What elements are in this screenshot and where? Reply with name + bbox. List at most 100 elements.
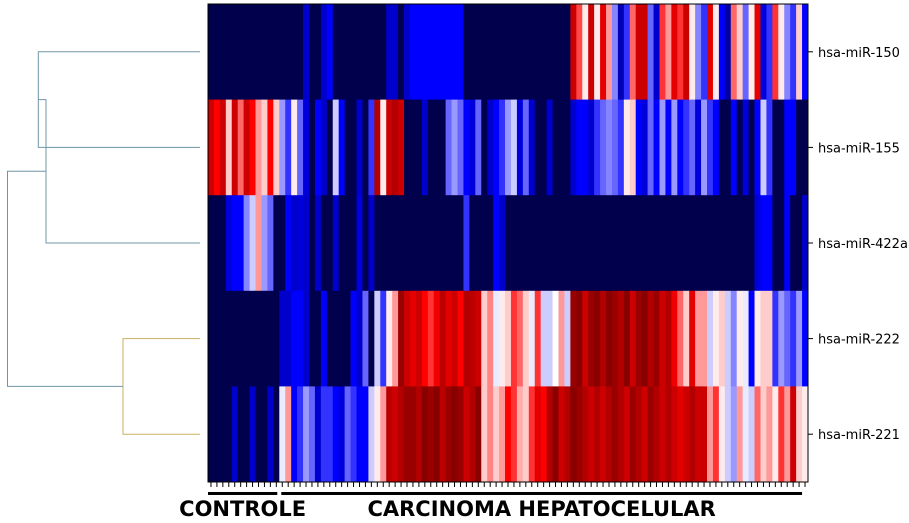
heatmap-cell <box>481 290 488 387</box>
heatmap-cell <box>314 195 322 292</box>
heatmap-cell <box>392 4 399 100</box>
group-annotations: CONTROLE CARCINOMA HEPATOCELULAR <box>179 492 803 521</box>
heatmap-cell <box>261 386 268 483</box>
heatmap-cell <box>617 99 625 196</box>
heatmap-cell <box>320 99 328 196</box>
heatmap-cell <box>540 4 548 100</box>
heatmap-cell <box>380 386 387 483</box>
heatmap-cell <box>528 4 536 100</box>
heatmap-cell <box>516 99 524 196</box>
heatmap-cell <box>695 4 702 100</box>
heatmap-cell <box>285 4 292 100</box>
heatmap-cell <box>499 290 506 387</box>
heatmap-cell <box>237 195 245 292</box>
heatmap-cell <box>249 386 256 483</box>
heatmap-cell <box>338 195 346 292</box>
heatmap-cell <box>427 99 435 196</box>
heatmap-cell <box>558 99 565 196</box>
heatmap-cell <box>219 99 227 196</box>
heatmap-cell <box>356 386 363 483</box>
heatmap-cell <box>368 4 375 100</box>
heatmap-cell <box>481 195 488 292</box>
heatmap-cell <box>320 195 328 292</box>
heatmap-cell <box>344 290 351 387</box>
row-label: hsa-miR-222 <box>818 333 900 348</box>
heatmap-cell <box>421 386 429 483</box>
heatmap-cell <box>231 99 239 196</box>
heatmap-cell <box>279 195 286 292</box>
heatmap-cell <box>499 386 506 483</box>
heatmap-cell <box>374 195 381 292</box>
heatmap-cell <box>267 290 274 387</box>
heatmap-cell <box>439 99 447 196</box>
heatmap-cell <box>689 195 696 292</box>
heatmap-cell <box>409 4 417 100</box>
heatmap-cell <box>499 195 506 292</box>
heatmap-cell <box>457 99 464 196</box>
heatmap-cell <box>772 195 779 292</box>
heatmap-cell <box>736 386 744 483</box>
heatmap-cell <box>409 99 417 196</box>
heatmap-cell <box>261 99 268 196</box>
heatmap-cell <box>273 386 280 483</box>
heatmap-cell <box>540 386 548 483</box>
heatmap-cell <box>647 4 654 100</box>
heatmap-cell <box>231 290 239 387</box>
dendrogram-branch <box>7 170 123 387</box>
heatmap-cell <box>594 386 601 483</box>
heatmap-cell <box>237 4 245 100</box>
heatmap-cell <box>368 386 375 483</box>
heatmap-cell <box>790 4 797 100</box>
heatmap-cell <box>689 386 696 483</box>
heatmap-cell <box>344 4 351 100</box>
heatmap-cell <box>219 195 227 292</box>
heatmap-cell <box>320 290 328 387</box>
heatmap-cell <box>540 99 548 196</box>
heatmap-cell <box>742 195 749 292</box>
heatmap-cell <box>427 386 435 483</box>
heatmap-cell <box>600 195 607 292</box>
heatmap-cell <box>297 99 304 196</box>
heatmap-cell <box>285 386 292 483</box>
heatmap-cell <box>712 386 720 483</box>
heatmap-cell <box>594 290 601 387</box>
heatmap-cell <box>570 195 577 292</box>
heatmap-cell <box>510 4 518 100</box>
heatmap-cell <box>475 99 482 196</box>
heatmap-cell <box>487 99 494 196</box>
heatmap-cell <box>528 386 536 483</box>
heatmap-cell <box>647 195 654 292</box>
heatmap-cell <box>570 386 577 483</box>
heatmap-cell <box>796 99 803 196</box>
heatmap-cell <box>297 290 304 387</box>
heatmap-cell <box>326 195 334 292</box>
heatmap-cell <box>303 290 310 387</box>
heatmap-cell <box>623 290 631 387</box>
heatmap-cell <box>308 290 316 387</box>
heatmap-cell <box>380 195 387 292</box>
heatmap-cell <box>712 4 720 100</box>
heatmap-cell <box>243 386 250 483</box>
heatmap-cell <box>796 4 803 100</box>
heatmap-cell <box>243 195 250 292</box>
heatmap-cell <box>445 386 452 483</box>
heatmap-cell <box>362 386 369 483</box>
heatmap-cell <box>671 290 678 387</box>
heatmap-cell <box>243 99 250 196</box>
heatmap-cell <box>451 195 458 292</box>
heatmap-cell <box>439 290 447 387</box>
heatmap-cell <box>386 195 393 292</box>
heatmap-cell <box>208 195 215 292</box>
heatmap-cell <box>291 386 298 483</box>
heatmap-cell <box>350 99 357 196</box>
heatmap-cell <box>784 195 791 292</box>
heatmap-cell <box>522 195 530 292</box>
heatmap-cell <box>707 290 714 387</box>
heatmap-cell <box>546 290 553 387</box>
heatmap-cell <box>273 4 280 100</box>
heatmap-cell <box>225 99 233 196</box>
heatmap-cell <box>671 99 678 196</box>
heatmap-cell <box>790 290 797 387</box>
heatmap-cell <box>534 4 542 100</box>
heatmap-cell <box>279 99 286 196</box>
